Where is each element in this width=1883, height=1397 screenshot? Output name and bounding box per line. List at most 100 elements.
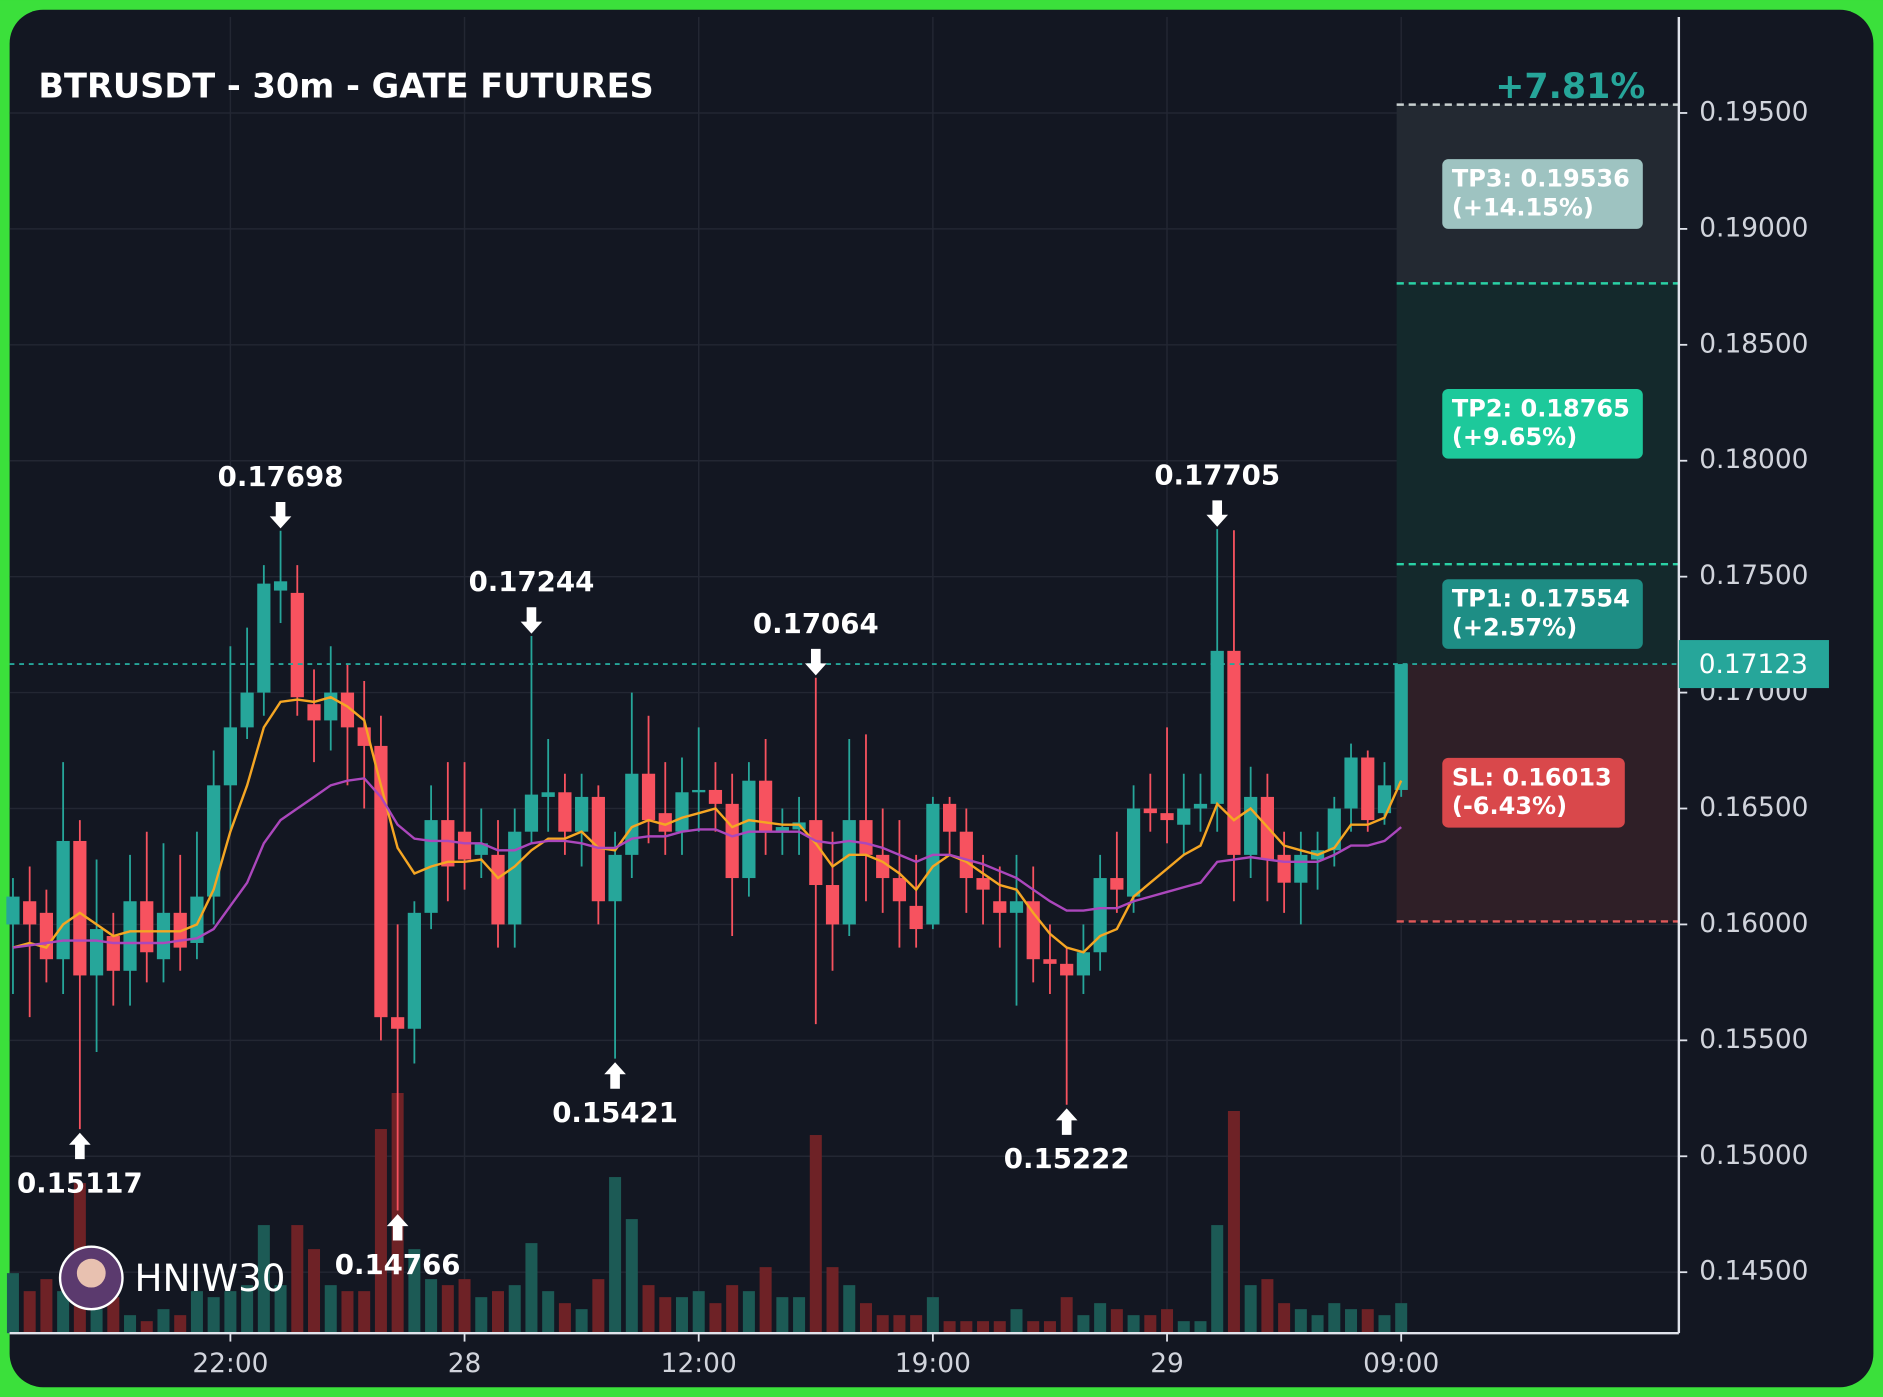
ma-line (12, 695, 1403, 954)
candle-body (575, 796, 589, 832)
volume-bar (1094, 1303, 1107, 1334)
candle-body (1126, 808, 1141, 897)
pivot-high-label: 0.17244 (469, 565, 595, 598)
candle-body (1244, 796, 1258, 855)
volume-bar (475, 1297, 488, 1334)
x-tick-label: 12:00 (661, 1348, 737, 1379)
x-tick-label: 22:00 (192, 1348, 268, 1379)
volume-bar (1395, 1303, 1408, 1334)
volume-bar (1294, 1309, 1307, 1334)
volume-bar (726, 1285, 739, 1334)
chart-title: BTRUSDT - 30m - GATE FUTURES (38, 66, 653, 105)
candle-body (809, 820, 823, 886)
pivot-low-label: 0.15222 (1004, 1142, 1130, 1175)
pivot-arrow (269, 501, 292, 529)
candle-body (407, 912, 421, 1029)
candle-body (625, 773, 639, 855)
candle-body (859, 820, 873, 855)
candle-body (457, 831, 472, 860)
candle-body (491, 854, 505, 925)
candle-body (474, 843, 488, 855)
candle-body (1361, 757, 1375, 821)
avatar-face (76, 1258, 106, 1288)
candle-body (1327, 808, 1341, 851)
candle-body (307, 704, 321, 721)
candle-body (273, 581, 288, 591)
candle-body (156, 912, 171, 960)
pivot-high-label: 0.17705 (1154, 458, 1280, 491)
volume-bar (893, 1315, 906, 1334)
level-pct: (+9.65%) (1452, 423, 1577, 451)
pivot-arrow (520, 607, 543, 634)
candle-body (1143, 808, 1157, 814)
candle-body (658, 813, 672, 832)
level-pct: (+14.15%) (1452, 193, 1594, 221)
candle-body (123, 901, 137, 971)
watermark: HNIW30 (135, 1256, 286, 1300)
volume-bar (575, 1309, 588, 1334)
level-label: SL: 0.16013 (1452, 763, 1612, 791)
level-box (1442, 159, 1643, 229)
volume-bar (592, 1279, 605, 1334)
candle-body (106, 936, 120, 971)
volume-bar (508, 1285, 521, 1334)
candle-body (1377, 785, 1392, 814)
volume-bar (23, 1291, 36, 1334)
volume-bar (341, 1291, 354, 1334)
price-box (1678, 640, 1829, 689)
candle-body (441, 820, 455, 867)
candle-body (558, 792, 572, 832)
y-tick-label: 0.16500 (1699, 792, 1808, 823)
volume-bar (374, 1129, 387, 1334)
volume-bar (625, 1219, 638, 1334)
candle-body (842, 820, 856, 925)
change-label: +7.81% (1495, 67, 1645, 107)
volume-bar (776, 1297, 789, 1334)
candle-body (959, 831, 973, 879)
candle-body (641, 773, 656, 821)
volume-bar (1211, 1225, 1224, 1334)
level-label: TP3: 0.19536 (1452, 165, 1630, 193)
candle-body (1009, 901, 1024, 913)
candle-body (257, 583, 271, 693)
candle-body (759, 780, 773, 832)
volume-bar (659, 1297, 672, 1334)
candle-body (1294, 854, 1308, 883)
x-tick-label: 29 (1150, 1348, 1184, 1379)
volume-bar (742, 1291, 755, 1334)
volume-bar (709, 1303, 722, 1334)
level-pct: (+2.57%) (1452, 614, 1577, 642)
candle-body (725, 803, 739, 879)
candle-body (1110, 878, 1124, 890)
candle-body (775, 827, 789, 832)
candle-body (39, 912, 54, 960)
volume-bar (391, 1092, 404, 1334)
y-tick-label: 0.19000 (1699, 212, 1808, 243)
candle-body (541, 792, 555, 797)
candle-body (675, 792, 689, 832)
level-label: TP2: 0.18765 (1452, 394, 1630, 422)
volume-bar (1027, 1321, 1040, 1334)
volume-bar (157, 1309, 170, 1334)
volume-bar (458, 1279, 471, 1334)
volume-bar (675, 1297, 688, 1334)
volume-bar (1177, 1321, 1190, 1334)
pivot-arrow (386, 1214, 409, 1241)
volume-bar (324, 1285, 337, 1334)
y-tick-label: 0.15500 (1699, 1024, 1808, 1055)
level-pct: (-6.43%) (1452, 792, 1567, 820)
candle-body (1076, 952, 1091, 976)
price-label: 0.17123 (1699, 649, 1808, 680)
y-tick-label: 0.19500 (1699, 96, 1808, 127)
candle-body (742, 780, 756, 879)
volume-bar (124, 1315, 137, 1334)
volume-bar (876, 1315, 889, 1334)
volume-bar (1244, 1285, 1257, 1334)
volume-bar (609, 1177, 622, 1334)
volume-bar (1043, 1321, 1056, 1334)
volume-bar (491, 1291, 505, 1334)
volume-bar (1278, 1303, 1291, 1334)
pivot-high-label: 0.17698 (218, 460, 344, 493)
